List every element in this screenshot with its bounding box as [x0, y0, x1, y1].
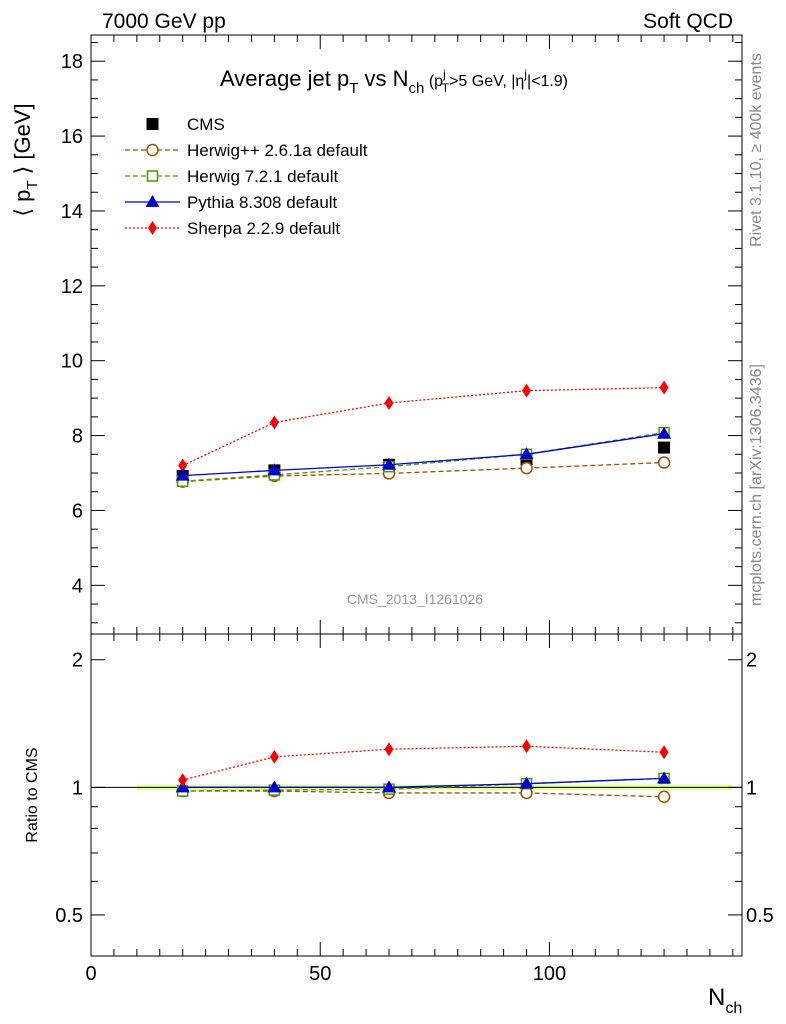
data-point — [658, 441, 671, 454]
series-line — [182, 387, 665, 467]
legend-entry: Pythia 8.308 default — [125, 193, 338, 212]
x-tick-label: 50 — [309, 963, 331, 985]
ratio-axis-ticks — [91, 634, 742, 956]
ratio-point — [381, 780, 396, 793]
ratio-point — [178, 773, 188, 788]
legend-label: Herwig++ 2.6.1a default — [187, 141, 368, 160]
ratio-point — [267, 780, 282, 793]
ratio-y-tick-label-right: 1 — [746, 777, 757, 799]
y-tick-label: 4 — [72, 575, 83, 597]
ratio-point — [657, 790, 671, 804]
legend-entry: CMS — [146, 115, 225, 134]
legend-label: CMS — [187, 115, 225, 134]
chart-title: Average jet pT vs Nch (pj T>5 GeV, |ηj|<1… — [220, 66, 568, 97]
data-point — [522, 383, 532, 398]
data-point — [520, 461, 533, 475]
legend-marker — [146, 170, 159, 182]
ratio-y-tick-labels: 0.5 1 2 0.5 1 2 — [55, 650, 774, 927]
data-point — [381, 457, 396, 470]
legend-entry: Herwig 7.2.1 default — [125, 167, 338, 186]
ratio-line — [182, 790, 665, 798]
legend-label: Pythia 8.308 default — [187, 193, 338, 212]
legend-entry: Sherpa 2.2.9 default — [125, 219, 340, 238]
data-point — [178, 458, 188, 473]
mcplots-reference-label: mcplots.cern.ch [arXiv:1306.3436] — [748, 364, 765, 606]
ratio-y-tick-label-right: 0.5 — [746, 905, 774, 927]
ratio-series-group — [175, 739, 672, 804]
header-left-label: 7000 GeV pp — [102, 10, 226, 33]
analysis-watermark: CMS_2013_I1261026 — [347, 591, 483, 607]
header-right-label: Soft QCD — [643, 10, 733, 33]
x-tick-label: 0 — [85, 963, 96, 985]
data-point — [659, 380, 669, 395]
y-tick-label: 16 — [61, 126, 83, 148]
data-point — [175, 468, 190, 481]
rivet-version-label: Rivet 3.1.10, ≥ 400k events — [748, 53, 765, 247]
series-4 — [178, 380, 669, 473]
main-axis-ticks — [91, 35, 742, 634]
data-point — [657, 426, 672, 439]
series-line — [182, 433, 665, 477]
legend-marker — [145, 195, 160, 207]
data-point — [657, 456, 671, 469]
data-point — [267, 463, 282, 476]
main-y-axis-label: ⟨ pT ⟩ [GeV] — [10, 103, 41, 216]
ratio-point — [657, 771, 672, 784]
ratio-series-3 — [178, 739, 669, 788]
main-y-tick-labels: 4 6 8 10 12 14 16 18 — [61, 51, 83, 597]
legend-label: Sherpa 2.2.9 default — [187, 219, 340, 238]
ratio-y-tick-label: 2 — [72, 650, 83, 672]
legend-entry: Herwig++ 2.6.1a default — [125, 141, 368, 160]
legend: CMS Herwig++ 2.6.1a default Herwig 7.2.1 d… — [125, 115, 368, 238]
main-series-group — [175, 380, 672, 488]
x-tick-label: 100 — [533, 963, 566, 985]
y-tick-label: 18 — [61, 51, 83, 73]
series-line — [182, 431, 665, 482]
ratio-point — [269, 749, 279, 764]
legend-label: Herwig 7.2.1 default — [187, 167, 338, 186]
legend-marker — [146, 118, 159, 130]
ratio-y-tick-label: 0.5 — [55, 905, 83, 927]
y-tick-label: 6 — [72, 500, 83, 522]
legend-marker — [148, 221, 157, 235]
ratio-line — [182, 745, 665, 781]
ratio-point — [522, 739, 532, 754]
y-tick-label: 14 — [61, 201, 83, 223]
ratio-point — [384, 742, 394, 757]
data-point — [519, 447, 534, 460]
ratio-y-tick-label: 1 — [72, 777, 83, 799]
data-point — [384, 396, 394, 411]
ratio-point — [659, 745, 669, 760]
y-tick-label: 8 — [72, 426, 83, 448]
x-tick-labels: 0 50 100 — [85, 963, 566, 985]
y-tick-label: 10 — [61, 351, 83, 373]
series-3 — [175, 426, 672, 481]
y-tick-label: 12 — [61, 276, 83, 298]
legend-marker — [146, 143, 159, 157]
ratio-y-tick-label-right: 2 — [746, 650, 757, 672]
ratio-point — [519, 776, 534, 789]
x-axis-label: Nch — [708, 984, 742, 1017]
ratio-plot-frame — [90, 633, 743, 957]
data-point — [269, 415, 279, 430]
ratio-y-axis-label: Ratio to CMS — [24, 747, 41, 842]
